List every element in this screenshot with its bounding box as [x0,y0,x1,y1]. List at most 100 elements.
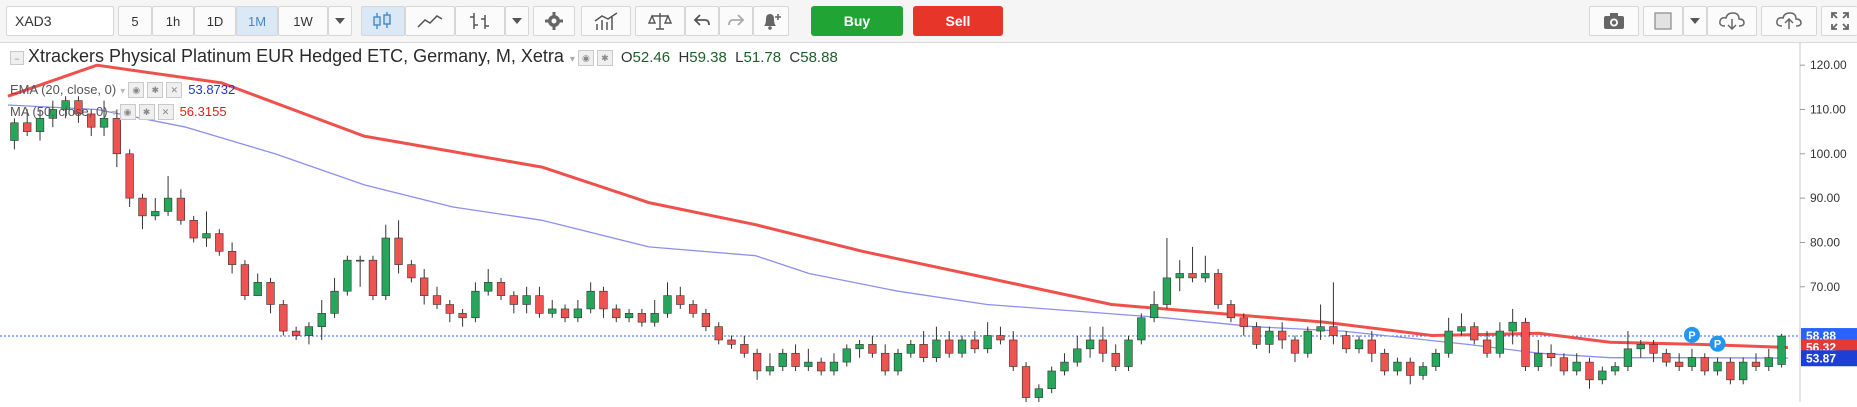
candle [1290,335,1300,363]
candle [1226,300,1236,323]
candle [522,286,531,314]
chart-type-dropdown-icon[interactable] [505,6,529,36]
collapse-legend-icon[interactable]: − [10,50,24,65]
candle [1572,353,1581,376]
candle [1431,348,1440,371]
color-dropdown-icon[interactable] [1683,6,1707,36]
gear-icon[interactable] [533,6,575,36]
candle-body [1239,317,1248,327]
ma-close-icon[interactable]: ✕ [157,103,174,120]
candle-body [599,290,608,310]
candle [35,109,45,141]
title-dropdown-icon[interactable]: ▾ [569,54,575,65]
candle [1214,269,1223,309]
interval-1h[interactable]: 1h [152,6,194,36]
eye-icon[interactable]: ◉ [577,49,594,66]
candle [394,220,403,274]
candle-body [1021,366,1031,398]
cloud-download-icon[interactable] [1707,6,1757,36]
p-marker[interactable] [1683,326,1700,343]
ema-dropdown-icon[interactable]: ▾ [120,86,126,97]
camera-icon[interactable] [1589,6,1639,36]
candle-body [112,118,121,155]
line-chart-icon[interactable] [405,6,455,36]
candle [330,277,339,318]
buy-button[interactable]: Buy [811,6,903,36]
ema-eye-icon[interactable]: ◉ [128,81,145,98]
candle-body [676,295,685,305]
ma-dropdown-icon[interactable]: ▾ [111,108,117,119]
candle-body [1329,326,1338,336]
candle [1239,313,1248,336]
candle-body [1649,344,1658,354]
candle-body [881,352,890,372]
alert-icon[interactable] [753,6,789,36]
candle [957,335,967,358]
candle [176,189,186,225]
candle [1623,331,1633,371]
sell-button[interactable]: Sell [913,6,1003,36]
fullscreen-icon[interactable] [1821,6,1857,36]
candle [1380,348,1389,376]
candle [1585,357,1594,389]
price-chart[interactable]: 120.00110.00100.0090.0080.0070.0058.8856… [0,43,1857,402]
candle-body [227,251,237,265]
ema-settings-icon[interactable]: ✱ [147,81,164,98]
candle-body [1380,352,1389,372]
interval-1d[interactable]: 1D [194,6,236,36]
candle [304,322,314,345]
candle [945,331,954,358]
p-marker[interactable] [1709,335,1726,352]
candle-body [1521,321,1530,367]
compare-icon[interactable] [635,6,685,36]
candle-body [983,335,992,350]
settings-icon[interactable]: ✱ [596,49,613,66]
interval-1m[interactable]: 1M [236,6,278,36]
redo-icon[interactable] [719,6,753,36]
candle-body [778,352,787,367]
candle [1751,353,1761,371]
candle-body [791,352,800,367]
candle [163,175,173,216]
candle-body [432,295,442,305]
candle-body [1610,366,1620,372]
ohlc-values: O52.46 H59.38 L51.78 C58.88 [620,49,838,66]
candle [637,308,647,327]
candle [829,353,839,376]
candle-body [829,361,839,372]
ma-settings-icon[interactable]: ✱ [138,103,155,120]
interval-1w[interactable]: 1W [278,6,328,36]
candle-body [1290,339,1300,354]
candle [1021,362,1031,402]
candle-body [445,304,454,314]
candles-icon[interactable] [361,6,405,36]
candle [1444,317,1453,358]
square-icon[interactable] [1643,6,1683,36]
candle [1316,304,1325,340]
candle [1559,353,1569,376]
candle [1777,333,1786,368]
candle-body [381,237,390,296]
indicators-icon[interactable] [581,6,631,36]
cloud-upload-icon[interactable] [1761,6,1817,36]
interval-dropdown-icon[interactable] [328,6,352,36]
candle-body [1265,330,1274,345]
candle [740,335,749,358]
candle-body [1124,339,1133,367]
candle-body [1495,330,1505,354]
bar-chart-icon[interactable] [455,6,505,36]
candle-body [804,361,813,367]
chart-area[interactable]: 120.00 110.00 100.00 90.00 80.00 70.00 58.88 56… [0,43,1857,402]
interval-5[interactable]: 5 [118,6,152,36]
candle [1367,331,1376,363]
ma-eye-icon[interactable]: ◉ [119,103,136,120]
candle-body [522,295,531,305]
undo-icon[interactable] [685,6,719,36]
candle [1662,348,1671,367]
candle [893,348,903,376]
candle [215,229,224,256]
symbol-input[interactable]: XAD3 [6,6,114,36]
candle [996,326,1005,345]
candle-body [87,113,96,128]
ema-close-icon[interactable]: ✕ [166,81,183,98]
